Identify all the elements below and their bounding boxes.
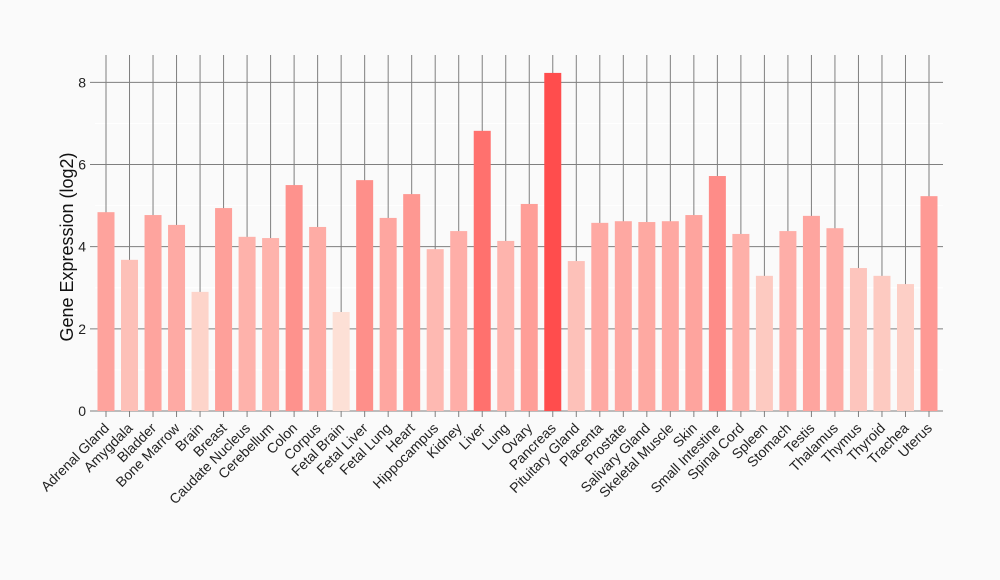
- bar-heart: [403, 194, 421, 411]
- y-tick-label: 2: [78, 321, 86, 337]
- bar-colon: [285, 185, 303, 411]
- bar-lung: [497, 240, 515, 411]
- bar-spleen: [755, 275, 773, 411]
- bar-prostate: [614, 221, 632, 411]
- bar-caudate-nucleus: [238, 236, 256, 411]
- bar-thyroid: [873, 275, 891, 411]
- bar-fetal-liver: [356, 180, 374, 411]
- y-axis-label: Gene Expression (log2): [57, 152, 77, 341]
- bar-pituitary-gland: [567, 261, 585, 411]
- bar-brain: [191, 291, 209, 411]
- y-axis: 0 2 4 6 8: [78, 74, 86, 419]
- bar-salivary-gland: [638, 222, 656, 411]
- bar-fetal-lung: [379, 217, 397, 411]
- y-tick-label: 4: [78, 239, 86, 255]
- bar-thymus: [849, 268, 867, 411]
- bar-amygdala: [121, 259, 139, 411]
- bar-bladder: [144, 215, 162, 411]
- bar-adrenal-gland: [97, 212, 115, 411]
- bar-spinal-cord: [732, 233, 750, 411]
- bar-cerebellum: [262, 238, 280, 411]
- bar-small-intestine: [708, 176, 726, 411]
- y-tick-label: 6: [78, 157, 86, 173]
- bar-uterus: [920, 196, 938, 411]
- bar-bone-marrow: [168, 224, 186, 411]
- y-tick-label: 8: [78, 74, 86, 90]
- bar-liver: [473, 130, 491, 411]
- bar-breast: [215, 208, 233, 411]
- bar-pancreas: [544, 72, 562, 412]
- y-tick-label: 0: [78, 403, 86, 419]
- bar-skeletal-muscle: [661, 221, 679, 411]
- bar-fetal-brain: [332, 311, 350, 411]
- bar-skin: [685, 215, 703, 411]
- bar-corpus: [309, 226, 327, 411]
- bar-trachea: [896, 284, 914, 411]
- bar-thalamus: [826, 228, 844, 411]
- bar-stomach: [779, 231, 797, 411]
- bars: [97, 72, 938, 412]
- bar-ovary: [520, 203, 538, 411]
- bar-testis: [802, 215, 820, 411]
- bar-kidney: [450, 231, 468, 411]
- bar-hippocampus: [426, 249, 444, 411]
- bar-placenta: [591, 222, 609, 411]
